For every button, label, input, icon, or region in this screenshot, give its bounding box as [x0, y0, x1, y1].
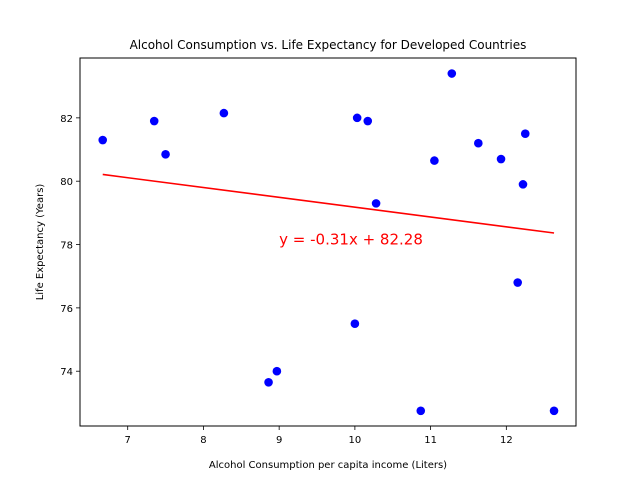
x-tick-label: 11	[424, 435, 437, 446]
data-point	[474, 138, 483, 148]
x-tick-label: 7	[125, 435, 131, 446]
data-point	[430, 156, 439, 165]
data-point	[350, 319, 360, 329]
x-axis: 7 8 9 10 11 12	[125, 426, 513, 446]
data-point	[416, 406, 426, 416]
data-point	[363, 116, 373, 126]
y-tick-label: 80	[60, 177, 73, 188]
data-point	[98, 135, 108, 145]
chart-title: Alcohol Consumption vs. Life Expectancy …	[130, 38, 527, 52]
data-point	[264, 377, 273, 387]
y-tick-label: 78	[60, 241, 73, 252]
data-point	[161, 149, 170, 159]
y-axis-label: Life Expectancy (Years)	[35, 184, 46, 301]
data-point	[513, 278, 522, 287]
x-tick-label: 9	[276, 435, 282, 446]
data-point	[496, 154, 506, 164]
regression-equation-label: y = -0.31x + 82.28	[279, 231, 423, 249]
data-point	[447, 69, 457, 78]
data-point	[272, 366, 282, 376]
plot-area	[79, 57, 577, 427]
plot-frame	[79, 57, 577, 427]
y-tick-label: 74	[60, 367, 73, 378]
x-tick-label: 12	[500, 435, 513, 446]
data-point	[371, 199, 381, 208]
regression-line	[102, 173, 555, 234]
data-point	[149, 116, 159, 126]
data-point	[549, 406, 559, 416]
data-point	[352, 113, 362, 123]
y-tick-label: 76	[60, 304, 73, 315]
data-point	[520, 129, 530, 138]
x-tick-label: 10	[349, 435, 362, 446]
data-point	[518, 180, 528, 189]
x-axis-label: Alcohol Consumption per capita income (L…	[209, 460, 447, 471]
y-tick-label: 82	[60, 114, 73, 125]
x-tick-label: 8	[200, 435, 206, 446]
data-point	[219, 108, 229, 118]
y-axis: 74 76 78 80 82	[60, 114, 80, 378]
